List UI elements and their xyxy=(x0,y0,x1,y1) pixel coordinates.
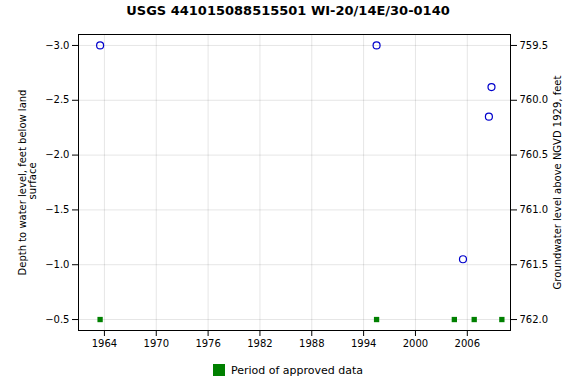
svg-text:2000: 2000 xyxy=(403,338,428,349)
svg-text:−1.0: −1.0 xyxy=(45,259,69,270)
html-text:USGS 441015088515501 WI-20/14E: USGS 441015088515501 WI-20/14E/30-0140 xyxy=(126,3,450,18)
svg-text:761.0: 761.0 xyxy=(520,204,549,215)
svg-text:−3.0: −3.0 xyxy=(45,40,69,51)
svg-text:1964: 1964 xyxy=(92,338,117,349)
svg-text:Groundwater level above NGVD 1: Groundwater level above NGVD 1929, feet xyxy=(552,76,563,290)
svg-text:760.0: 760.0 xyxy=(520,94,549,105)
html-text:Period of approved data: Period of approved data xyxy=(230,363,364,377)
svg-text:759.5: 759.5 xyxy=(520,40,549,51)
svg-text:2006: 2006 xyxy=(455,338,480,349)
svg-text:−2.5: −2.5 xyxy=(45,94,69,105)
svg-text:1994: 1994 xyxy=(351,338,376,349)
svg-text:Depth to water level, feet bel: Depth to water level, feet below land su… xyxy=(17,90,38,276)
svg-text:−2.0: −2.0 xyxy=(45,149,69,160)
svg-text:762.0: 762.0 xyxy=(520,314,549,325)
svg-text:1988: 1988 xyxy=(299,338,324,349)
svg-text:1982: 1982 xyxy=(247,338,272,349)
svg-text:761.5: 761.5 xyxy=(520,259,549,270)
svg-text:−0.5: −0.5 xyxy=(45,314,69,325)
svg-text:−1.5: −1.5 xyxy=(45,204,69,215)
svg-text:760.5: 760.5 xyxy=(520,149,549,160)
svg-text:1976: 1976 xyxy=(195,338,220,349)
svg-text:1970: 1970 xyxy=(144,338,169,349)
